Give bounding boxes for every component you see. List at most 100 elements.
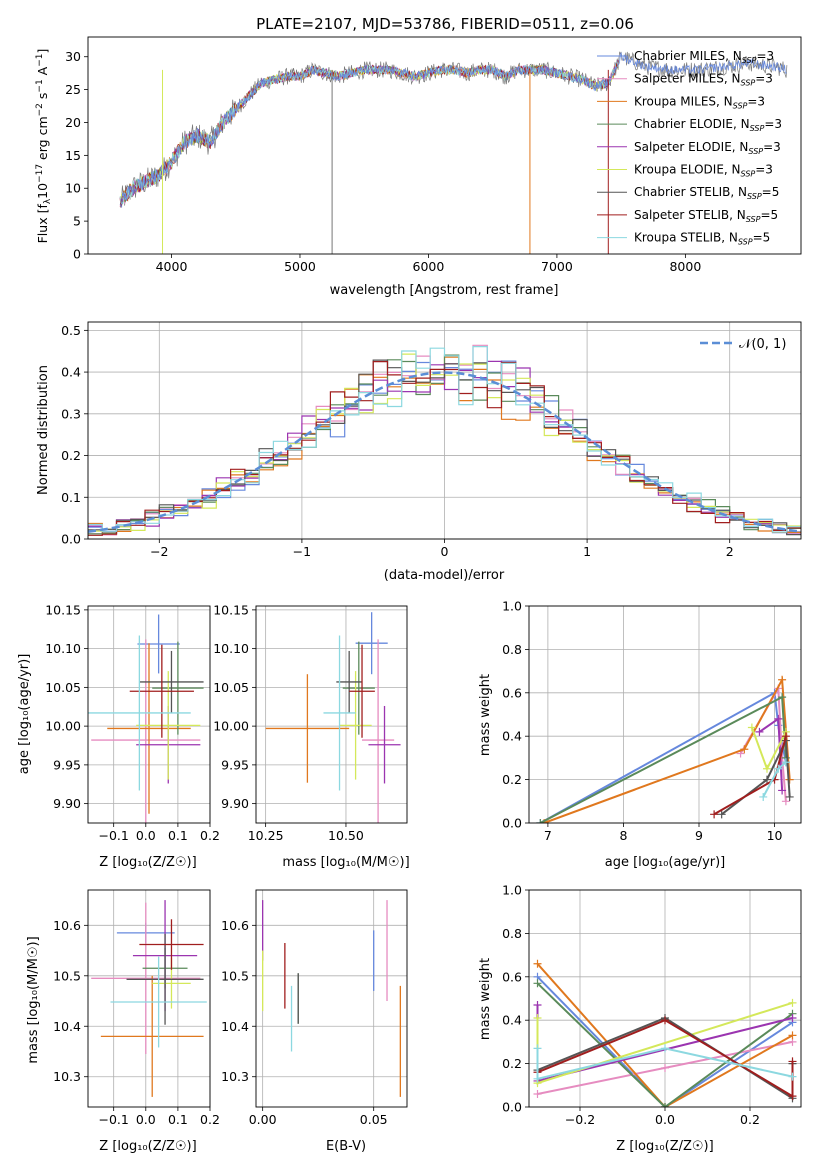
mass-vs-EBV-y-tick-label: 10.5 <box>221 968 249 983</box>
spectrum-legend-label: Chabrier MILES, NSSP=3 <box>634 49 774 65</box>
weight-vs-age-marker <box>781 732 790 741</box>
mass-vs-Z-x-tick-label: −0.1 <box>99 1112 129 1127</box>
mass-vs-Z-y-tick-label: 10.5 <box>53 968 81 983</box>
spectrum-legend-label: Kroupa ELODIE, NSSP=3 <box>634 163 773 179</box>
age-vs-Z-x-tick-label: 0.0 <box>136 828 156 843</box>
weight-vs-age-marker <box>759 792 768 801</box>
weight-vs-age-y-tick-label: 0.8 <box>502 642 522 657</box>
weight-vs-age-marker <box>763 775 771 784</box>
mass-vs-EBV-panel: 0.00 0.05 10.3 10.4 10.5 10.6 <box>221 889 408 1127</box>
residuals-y-tick-label: 0.5 <box>61 323 81 338</box>
weight-vs-age-marker <box>781 758 790 767</box>
weight-vs-Z-panel: −0.2 0.0 0.2 0.0 0.2 0.4 0.6 0.8 1.0 <box>502 883 802 1127</box>
spectrum-line-model <box>119 51 788 206</box>
age-vs-mass-x-tick-label: 10.50 <box>328 828 364 843</box>
weight-vs-Z-marker <box>533 1089 542 1098</box>
weight-vs-age-x-tick-label: 7 <box>544 828 552 843</box>
weight-vs-age-marker <box>785 792 794 801</box>
weight-vs-Z-x-tick-label: 0.0 <box>655 1112 675 1127</box>
weight-vs-age-marker <box>755 727 764 736</box>
mass-vs-Z-grid <box>88 890 211 1107</box>
mass-vs-EBV-x-tick-label: 0.05 <box>360 1112 388 1127</box>
age-vs-Z-x-tick-label: 0.1 <box>168 828 188 843</box>
residuals-y-tick-label: 0.2 <box>61 448 81 463</box>
weight-vs-age-plot-area <box>536 675 794 823</box>
spectrum-legend: Chabrier MILES, NSSP=3 Salpeter MILES, NS… <box>597 49 782 247</box>
spectrum-y-tick-label: 25 <box>65 82 81 97</box>
spectrum-plot-area <box>119 51 788 254</box>
age-vs-Z-plot-area <box>88 614 204 823</box>
weight-vs-Z-x-tick-label: −0.2 <box>565 1112 595 1127</box>
mass-vs-Z-x-tick-label: 0.0 <box>136 1112 156 1127</box>
residuals-x-tick-label: −2 <box>150 544 168 559</box>
spectrum-line-model <box>119 59 619 203</box>
age-vs-Z-x-tick-label: 0.2 <box>200 828 220 843</box>
spectrum-legend-label: Chabrier ELODIE, NSSP=3 <box>634 117 782 133</box>
weight-vs-Z-marker <box>533 959 542 968</box>
age-vs-mass-y-tick-label: 9.95 <box>221 757 249 772</box>
weight-vs-age-series-line <box>539 695 787 823</box>
age-z-x-label: Z [log₁₀(Z/Z☉)] <box>99 855 196 870</box>
residual-y-label: Normed distribution <box>36 365 51 495</box>
weight-vs-age-marker <box>778 786 787 795</box>
weight-vs-Z-marker <box>533 1074 542 1083</box>
mass-vs-EBV-plot-area <box>262 900 401 1097</box>
normal-legend-label: 𝒩(0, 1) <box>739 337 786 352</box>
age-vs-Z-x-tick-label: −0.1 <box>99 828 129 843</box>
weight-vs-age-y-tick-label: 0.6 <box>502 685 522 700</box>
mass-z-x-label: Z [log₁₀(Z/Z☉)] <box>99 1139 196 1154</box>
mass-vs-EBV-grid <box>256 890 407 1107</box>
weight-vs-Z-series-line <box>536 963 793 1107</box>
mass-vs-EBV-x-tick-label: 0.00 <box>249 1112 277 1127</box>
mass-vs-EBV-y-tick-label: 10.3 <box>221 1069 249 1084</box>
weight-vs-Z-series-line <box>536 1047 793 1081</box>
spectrum-legend-label: Salpeter MILES, NSSP=3 <box>634 72 773 88</box>
age-vs-Z-y-tick-label: 10.05 <box>45 680 81 695</box>
weight-vs-Z-marker <box>661 1063 669 1072</box>
spectrum-y-tick-label: 5 <box>73 214 81 229</box>
weight-vs-age-marker <box>781 797 790 806</box>
weight-vs-age-y-tick-label: 0.4 <box>502 729 522 744</box>
age-vs-mass-y-tick-label: 10.10 <box>213 641 249 656</box>
mass-vs-EBV-y-tick-label: 10.6 <box>221 918 249 933</box>
residuals-x-tick-label: 2 <box>726 544 734 559</box>
weight-vs-Z-frame <box>528 889 802 1108</box>
weight-vs-Z-y-tick-label: 0.8 <box>502 926 522 941</box>
mass-vs-Z-x-tick-label: 0.2 <box>200 1112 220 1127</box>
figure-title: PLATE=2107, MJD=53786, FIBERID=0511, z=0… <box>256 15 634 33</box>
spectrum-y-tick-label: 15 <box>65 148 81 163</box>
weight-vs-age-marker <box>774 714 783 723</box>
age-vs-mass-panel: 10.25 10.50 9.90 9.95 10.00 10.05 10.10 10.15 <box>213 602 408 843</box>
weight-vs-Z-y-tick-label: 0.6 <box>502 969 522 984</box>
weight-z-y-label: mass weight <box>478 958 493 1040</box>
residuals-plot-area <box>88 344 801 536</box>
spectrum-y-tick-label: 10 <box>65 181 81 196</box>
weight-vs-age-marker <box>774 764 783 773</box>
spectrum-x-tick-label: 6000 <box>413 259 445 274</box>
age-vs-mass-x-tick-label: 10.25 <box>248 828 284 843</box>
weight-vs-age-grid <box>529 605 801 824</box>
mass-vs-Z-y-tick-label: 10.4 <box>53 1019 81 1034</box>
age-vs-mass-plot-area <box>265 612 401 823</box>
residuals-y-tick-label: 0.1 <box>61 490 81 505</box>
age-vs-Z-y-tick-label: 10.15 <box>45 602 81 617</box>
age-vs-Z-y-tick-label: 10.00 <box>45 719 81 734</box>
mass-vs-Z-panel: −0.1 0.0 0.1 0.2 10.3 10.4 10.5 10.6 <box>53 889 220 1127</box>
age-vs-mass-frame <box>255 605 408 824</box>
spectrum-x-tick-label: 8000 <box>669 259 701 274</box>
spectrum-x-tick-label: 4000 <box>156 259 188 274</box>
spectrum-legend-label: Kroupa STELIB, NSSP=5 <box>634 231 770 247</box>
spectrum-y-tick-label: 20 <box>65 115 81 130</box>
weight-vs-age-x-tick-label: 9 <box>695 828 703 843</box>
weight-vs-Z-y-tick-label: 0.4 <box>502 1013 522 1028</box>
residuals-y-tick-label: 0.4 <box>61 365 81 380</box>
weight-vs-Z-marker <box>533 1001 542 1010</box>
age-vs-Z-y-tick-label: 9.95 <box>53 757 81 772</box>
mass-vs-EBV-frame <box>255 889 408 1108</box>
mass-vs-Z-y-tick-label: 10.3 <box>53 1069 81 1084</box>
weight-vs-Z-marker <box>788 998 797 1007</box>
spectrum-legend-label: Salpeter ELODIE, NSSP=3 <box>634 140 781 156</box>
age-vs-mass-y-tick-label: 10.00 <box>213 719 249 734</box>
weight-vs-age-marker <box>763 764 771 773</box>
spectrum-panel: 4000 5000 6000 7000 8000 0 5 10 15 20 25 30 Chabrier… <box>65 36 802 274</box>
